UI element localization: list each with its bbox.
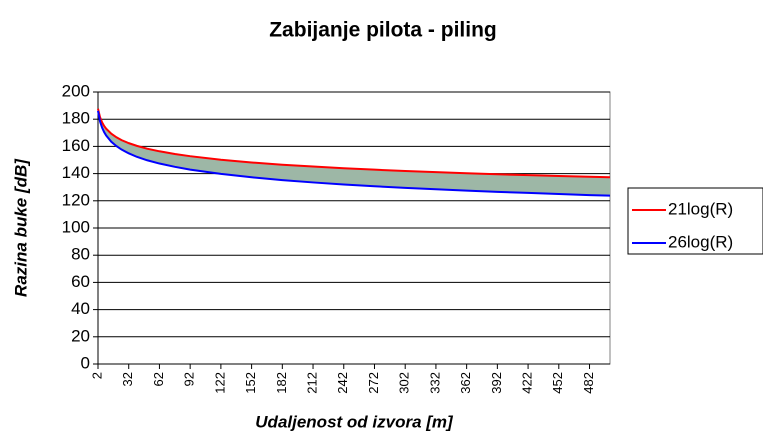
legend-label: 26log(R) xyxy=(668,232,733,251)
y-tick-label: 200 xyxy=(62,81,90,100)
x-tick-label: 302 xyxy=(397,372,412,394)
x-tick-label: 212 xyxy=(304,372,319,394)
y-axis-label: Razina buke [dB] xyxy=(11,158,30,297)
chart-title: Zabijanje pilota - piling xyxy=(269,19,497,42)
x-tick-label: 122 xyxy=(212,372,227,394)
x-tick-label: 482 xyxy=(581,372,596,394)
x-tick-label: 332 xyxy=(427,372,442,394)
x-tick-label: 242 xyxy=(335,372,350,394)
x-tick-label: 92 xyxy=(182,372,197,386)
series-line xyxy=(97,108,611,179)
y-tick-label: 0 xyxy=(81,353,90,372)
x-tick-label: 392 xyxy=(489,372,504,394)
y-tick-label: 160 xyxy=(62,136,90,155)
x-tick-label: 272 xyxy=(366,372,381,394)
y-tick-label: 80 xyxy=(71,245,90,264)
x-axis-label: Udaljenost od izvora [m] xyxy=(255,412,454,431)
x-tick-label: 62 xyxy=(151,372,166,386)
series-line xyxy=(97,110,611,197)
x-tick-label: 2 xyxy=(89,372,104,379)
x-tick-label: 152 xyxy=(243,372,258,394)
y-tick-label: 60 xyxy=(71,272,90,291)
x-tick-label: 182 xyxy=(274,372,289,394)
x-tick-label: 32 xyxy=(120,372,135,386)
y-tick-label: 20 xyxy=(71,326,90,345)
x-tick-label: 452 xyxy=(550,372,565,394)
x-tick-label: 362 xyxy=(458,372,473,394)
y-tick-label: 180 xyxy=(62,109,90,128)
y-tick-label: 120 xyxy=(62,190,90,209)
y-tick-label: 40 xyxy=(71,299,90,318)
legend-label: 21log(R) xyxy=(668,199,733,218)
y-tick-label: 100 xyxy=(62,217,90,236)
y-tick-label: 140 xyxy=(62,163,90,182)
x-tick-label: 422 xyxy=(520,372,535,394)
